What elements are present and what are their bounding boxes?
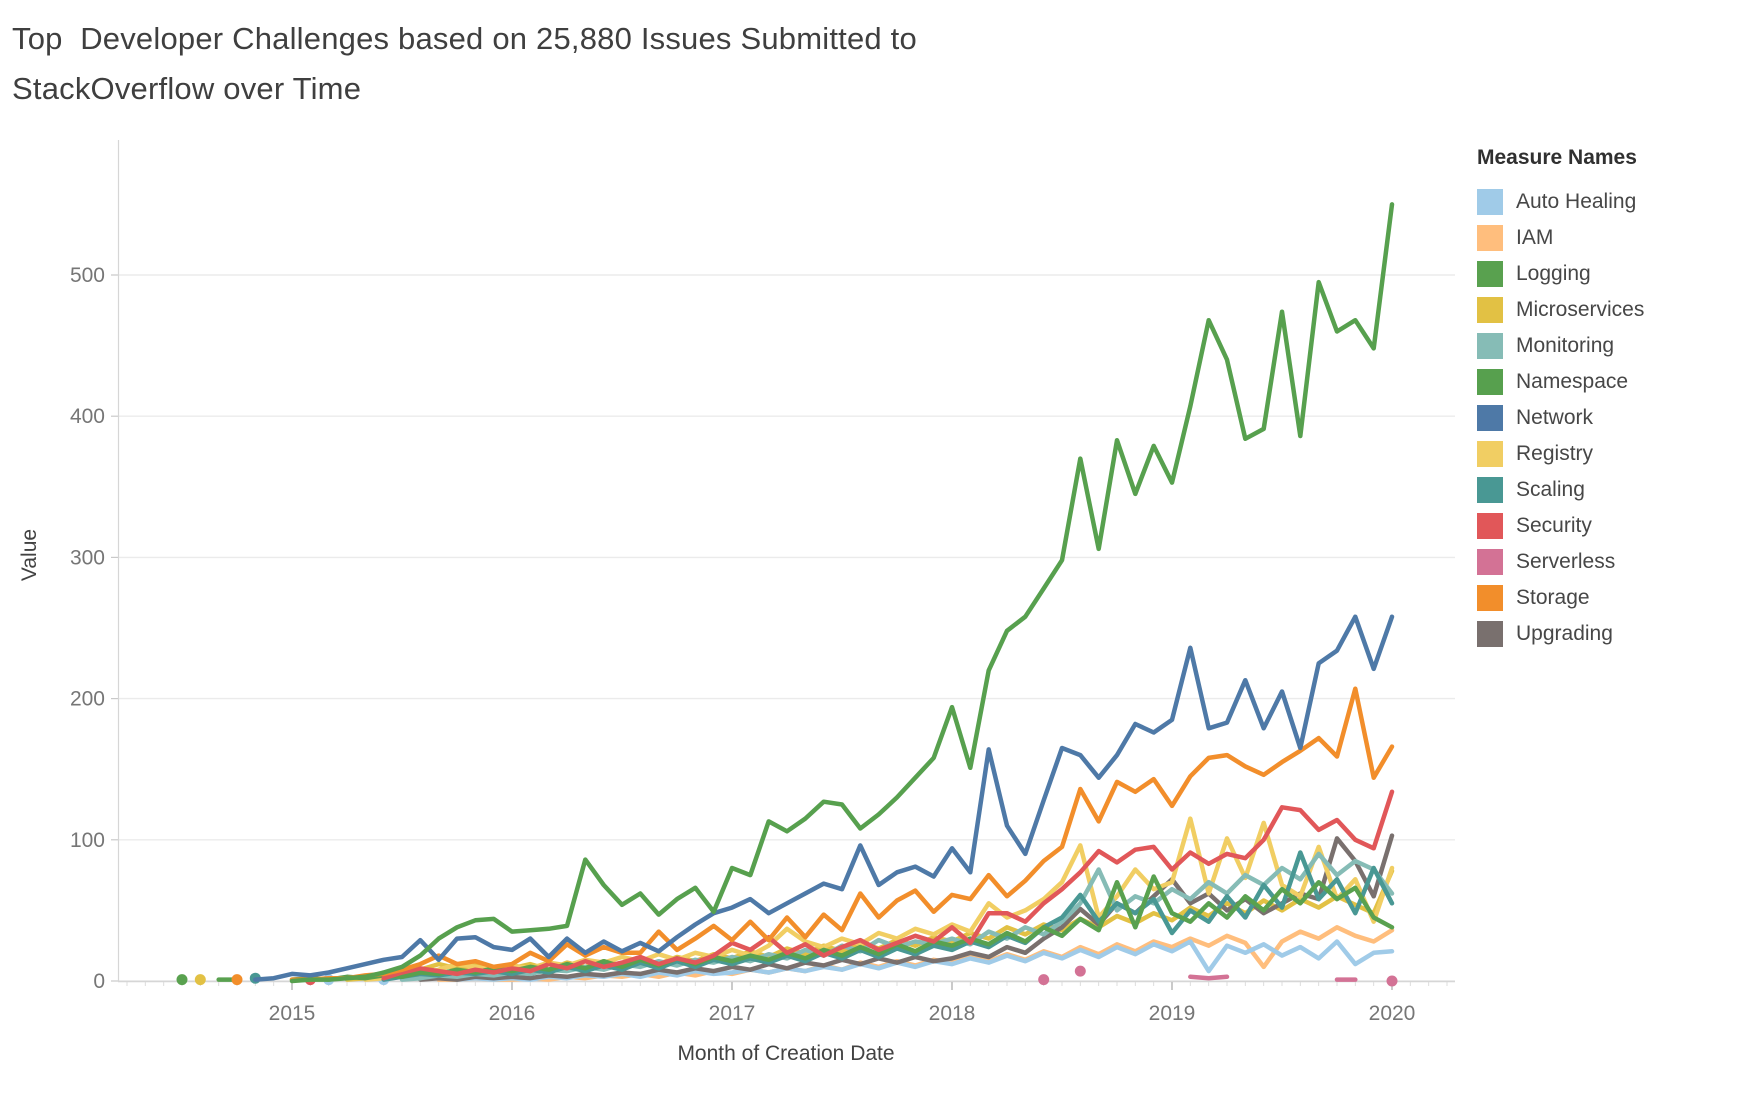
series-line	[289, 202, 1395, 984]
legend-item-label: Namespace	[1516, 370, 1629, 393]
legend-item-label: IAM	[1516, 226, 1554, 249]
y-tick-label: 0	[93, 970, 105, 993]
series-line	[253, 614, 1395, 982]
series-line	[381, 789, 1395, 981]
legend-swatch	[1477, 333, 1503, 359]
x-axis-title: Month of Creation Date	[677, 1042, 895, 1065]
legend-item[interactable]: Registry	[1477, 436, 1737, 472]
legend-swatch	[1477, 225, 1503, 251]
series-serverless[interactable]	[1038, 965, 1398, 987]
x-tick-label: 2019	[1149, 1002, 1196, 1025]
x-tick-label: 2017	[709, 1002, 756, 1025]
series-storage[interactable]	[231, 686, 1395, 986]
legend-item[interactable]: Security	[1477, 508, 1737, 544]
legend-swatch	[1477, 297, 1503, 323]
series-namespace[interactable]	[289, 202, 1395, 984]
x-tick-label: 2020	[1369, 1002, 1416, 1025]
legend-swatch	[1477, 369, 1503, 395]
chart-title-line-2: StackOverflow over Time	[12, 71, 362, 106]
legend-swatch	[1477, 477, 1503, 503]
legend-item-label: Network	[1516, 406, 1594, 429]
legend-item[interactable]: IAM	[1477, 220, 1737, 256]
y-tick-label: 200	[70, 688, 105, 711]
page-title: Top Developer Challenges based on 25,880…	[12, 14, 917, 114]
legend-item-label: Auto Healing	[1516, 190, 1637, 213]
legend-item[interactable]: Upgrading	[1477, 616, 1737, 652]
series-point	[194, 974, 206, 986]
series-network[interactable]	[253, 614, 1395, 982]
legend-item-label: Monitoring	[1516, 334, 1615, 357]
legend-item-label: Scaling	[1516, 478, 1585, 501]
legend-title: Measure Names	[1477, 146, 1637, 169]
legend-item[interactable]: Auto Healing	[1477, 184, 1737, 220]
legend-item-label: Storage	[1516, 586, 1590, 609]
series-point	[1038, 974, 1050, 986]
legend-item-label: Logging	[1516, 262, 1591, 285]
y-tick-label: 300	[70, 546, 105, 569]
y-tick-label: 400	[70, 405, 105, 428]
legend-item-label: Upgrading	[1516, 622, 1613, 645]
series-line	[381, 850, 1395, 982]
legend-item[interactable]: Scaling	[1477, 472, 1737, 508]
axes: 2015 2016 2017 2018 2019 2020	[117, 140, 1455, 1025]
chart-title-line-1: Top Developer Challenges based on 25,880…	[12, 21, 917, 56]
legend-item[interactable]: Storage	[1477, 580, 1737, 616]
y-tick-label: 500	[70, 264, 105, 287]
legend-item[interactable]: Namespace	[1477, 364, 1737, 400]
legend-swatch	[1477, 441, 1503, 467]
legend-item[interactable]: Microservices	[1477, 292, 1737, 328]
series-upgrading[interactable]	[418, 833, 1395, 982]
legend-swatch	[1477, 621, 1503, 647]
legend-item-label: Registry	[1516, 442, 1594, 465]
series-point	[1074, 965, 1086, 977]
legend-item[interactable]: Monitoring	[1477, 328, 1737, 364]
legend-item[interactable]: Serverless	[1477, 544, 1737, 580]
series-line	[289, 874, 1395, 982]
series-point	[231, 974, 243, 986]
legend-swatch	[1477, 261, 1503, 287]
series-line	[418, 833, 1395, 982]
series-point	[176, 974, 188, 986]
legend-swatch	[1477, 585, 1503, 611]
legend-item-label: Microservices	[1516, 298, 1645, 321]
legend: Measure Names Auto Healing IAM Logging Micr…	[1477, 146, 1737, 652]
x-tick-label: 2015	[269, 1002, 316, 1025]
series-line	[289, 686, 1395, 982]
y-axis-title: Value	[18, 528, 41, 582]
legend-swatch	[1477, 513, 1503, 539]
legend-item-label: Serverless	[1516, 550, 1616, 573]
legend-swatch	[1477, 189, 1503, 215]
legend-item-label: Security	[1516, 514, 1592, 537]
legend-items: Auto Healing IAM Logging Microservices Monit…	[1477, 184, 1737, 652]
legend-item[interactable]: Logging	[1477, 256, 1737, 292]
series-line	[1188, 974, 1230, 981]
x-tick-label: 2018	[929, 1002, 976, 1025]
legend-swatch	[1477, 405, 1503, 431]
series-point	[1386, 975, 1398, 987]
legend-item[interactable]: Network	[1477, 400, 1737, 436]
legend-swatch	[1477, 549, 1503, 575]
y-tick-label: 100	[70, 829, 105, 852]
gridlines: 0 100 200 300 400 500	[70, 264, 1455, 993]
x-tick-label: 2016	[489, 1002, 536, 1025]
